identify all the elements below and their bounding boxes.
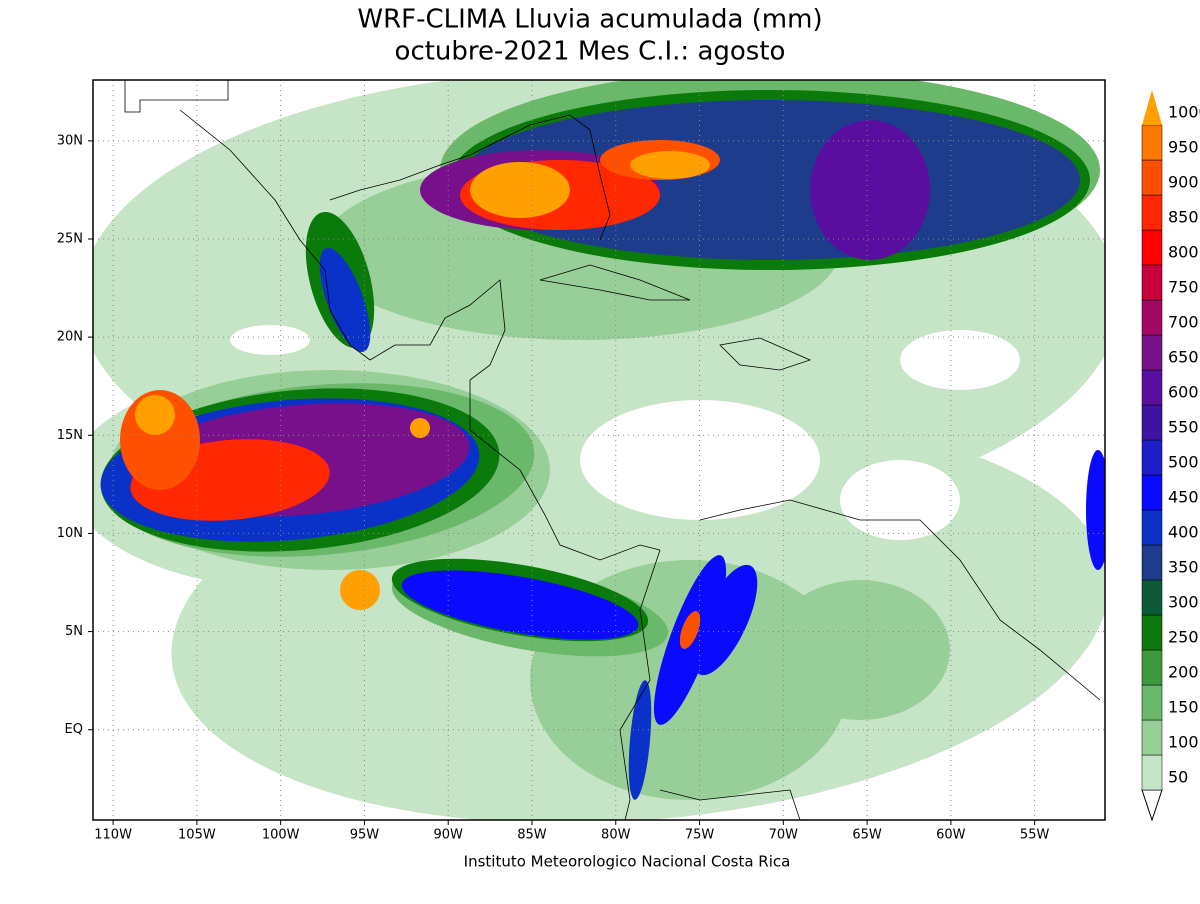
precip-area bbox=[401, 570, 639, 640]
x-tick-label: 90W bbox=[434, 828, 464, 843]
colorbar-box bbox=[1141, 159, 1163, 196]
x-tick-label: 85W bbox=[517, 828, 547, 843]
dry-area bbox=[230, 325, 310, 355]
precip-area bbox=[628, 680, 652, 800]
island bbox=[719, 337, 812, 371]
map-title: WRF-CLIMA Lluvia acumulada (mm) bbox=[357, 5, 822, 35]
precip-area bbox=[319, 247, 371, 353]
y-tick-label: 30N bbox=[57, 133, 83, 148]
colorbar-box bbox=[1141, 194, 1163, 231]
colorbar-label: 950 bbox=[1168, 138, 1199, 157]
colorbar-box bbox=[1141, 439, 1163, 476]
colorbar-label: 300 bbox=[1168, 593, 1199, 612]
border bbox=[124, 80, 229, 113]
colorbar-label: 500 bbox=[1168, 453, 1199, 472]
colorbar-box bbox=[1141, 474, 1163, 511]
colorbar-label: 600 bbox=[1168, 383, 1199, 402]
precip-area bbox=[679, 611, 701, 649]
precip-area bbox=[1086, 450, 1105, 570]
colorbar-box bbox=[1141, 719, 1163, 756]
y-tick-label: 20N bbox=[57, 330, 83, 345]
colorbar-high-triangle bbox=[1142, 90, 1162, 125]
precip-field bbox=[93, 80, 1105, 820]
island bbox=[539, 264, 691, 301]
precip-area bbox=[410, 418, 430, 438]
colorbar-box bbox=[1141, 124, 1163, 161]
colorbar-box bbox=[1141, 229, 1163, 266]
colorbar-box bbox=[1141, 684, 1163, 721]
coast bbox=[619, 549, 661, 820]
colorbar-label: 350 bbox=[1168, 558, 1199, 577]
colorbar-box bbox=[1141, 299, 1163, 336]
colorbar-label: 750 bbox=[1168, 278, 1199, 297]
x-tick-label: 105W bbox=[178, 828, 216, 843]
colorbar-box bbox=[1141, 544, 1163, 581]
x-tick-label: 80W bbox=[601, 828, 631, 843]
colorbar-label: 150 bbox=[1168, 698, 1199, 717]
colorbar-box bbox=[1141, 649, 1163, 686]
colorbar-box bbox=[1141, 264, 1163, 301]
y-tick-label: 15N bbox=[57, 428, 83, 443]
x-tick-label: 110W bbox=[94, 828, 132, 843]
credit: Instituto Meteorologico Nacional Costa R… bbox=[464, 853, 791, 871]
colorbar-box bbox=[1141, 754, 1163, 791]
colorbar-box bbox=[1141, 369, 1163, 406]
colorbar-label: 400 bbox=[1168, 523, 1199, 542]
dry-area bbox=[840, 460, 960, 540]
y-tick-label: 25N bbox=[57, 231, 83, 246]
dry-area bbox=[900, 330, 1020, 390]
border bbox=[659, 789, 801, 820]
map-subtitle: octubre-2021 Mes C.I.: agosto bbox=[395, 37, 786, 67]
coast bbox=[699, 499, 1101, 701]
colorbar-label: 900 bbox=[1168, 173, 1199, 192]
precip-area bbox=[810, 120, 930, 260]
colorbar-box bbox=[1141, 509, 1163, 546]
colorbar-label: 850 bbox=[1168, 208, 1199, 227]
colorbar-label: 200 bbox=[1168, 663, 1199, 682]
colorbar-box bbox=[1141, 404, 1163, 441]
colorbar-label: 550 bbox=[1168, 418, 1199, 437]
precip-area bbox=[470, 162, 570, 218]
x-tick-label: 95W bbox=[350, 828, 380, 843]
colorbar-label: 700 bbox=[1168, 313, 1199, 332]
y-tick-label: 10N bbox=[57, 526, 83, 541]
precip-area bbox=[770, 580, 950, 720]
coast bbox=[329, 114, 611, 241]
x-tick-label: 75W bbox=[685, 828, 715, 843]
x-tick-label: 100W bbox=[262, 828, 300, 843]
y-tick-label: EQ bbox=[65, 722, 83, 737]
precip-area bbox=[135, 395, 175, 435]
colorbar-label: 250 bbox=[1168, 628, 1199, 647]
colorbar-label: 450 bbox=[1168, 488, 1199, 507]
precip-area bbox=[340, 570, 380, 610]
x-tick-label: 65W bbox=[852, 828, 882, 843]
colorbar-label: 800 bbox=[1168, 243, 1199, 262]
colorbar-label: 650 bbox=[1168, 348, 1199, 367]
colorbar-box bbox=[1141, 579, 1163, 616]
x-tick-label: 70W bbox=[769, 828, 799, 843]
x-tick-label: 60W bbox=[936, 828, 966, 843]
y-tick-label: 5N bbox=[65, 624, 83, 639]
precip-area bbox=[630, 151, 710, 179]
colorbar-box bbox=[1141, 334, 1163, 371]
colorbar-box bbox=[1141, 614, 1163, 651]
coast bbox=[179, 109, 661, 561]
colorbar-label: 50 bbox=[1168, 768, 1188, 787]
colorbar-label: 100 bbox=[1168, 733, 1199, 752]
precip-area bbox=[692, 564, 758, 676]
x-tick-label: 55W bbox=[1020, 828, 1050, 843]
coastlines bbox=[124, 80, 1101, 820]
colorbar-label: 1000 bbox=[1168, 103, 1200, 122]
plot-frame bbox=[92, 79, 1106, 821]
